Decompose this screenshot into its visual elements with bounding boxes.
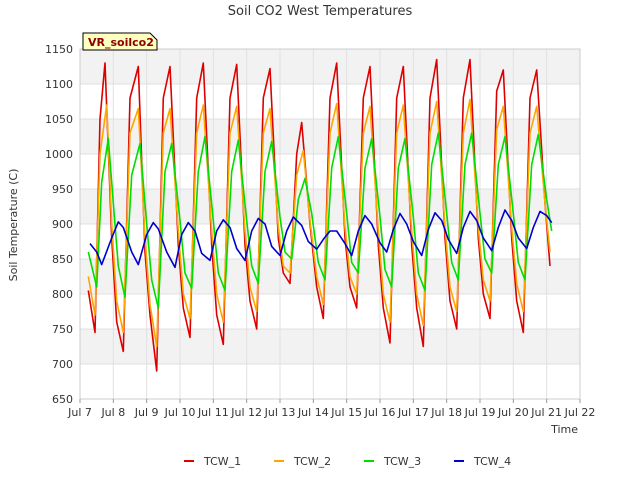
- legend-label-tcw_3: TCW_3: [383, 455, 421, 468]
- y-tick-label: 850: [52, 253, 73, 266]
- plot-band: [80, 259, 580, 294]
- x-tick-label: Jul 18: [430, 406, 462, 419]
- x-tick-label: Jul 12: [230, 406, 262, 419]
- site-tag-label: VR_soilco2: [88, 36, 154, 49]
- legend-label-tcw_4: TCW_4: [473, 455, 511, 468]
- x-axis-ticks: Jul 7 Jul 8 Jul 9 Jul 10 Jul 11 Jul 12 Jul 13 J…: [67, 399, 595, 419]
- series-line-tcw_3: [87, 132, 553, 309]
- y-tick-label: 1150: [45, 43, 73, 56]
- series-line-tcw_4: [89, 209, 553, 269]
- x-tick-label: Jul 7: [67, 406, 92, 419]
- plot-band: [80, 49, 580, 84]
- legend-label-tcw_2: TCW_2: [293, 455, 331, 468]
- site-tag: VR_soilco2: [82, 32, 158, 51]
- legend: TCW_1 TCW_2 TCW_3 TCW_4: [184, 455, 511, 468]
- x-tick-label: Jul 10: [164, 406, 196, 419]
- y-tick-label: 700: [52, 358, 73, 371]
- x-tick-label: Jul 17: [397, 406, 429, 419]
- plot-band: [80, 224, 580, 259]
- x-tick-label: Jul 15: [330, 406, 362, 419]
- y-tick-label: 800: [52, 288, 73, 301]
- y-tick-label: 1100: [45, 78, 73, 91]
- plot-band: [80, 364, 580, 399]
- x-tick-label: Jul 19: [464, 406, 496, 419]
- x-tick-label: Jul 16: [364, 406, 396, 419]
- plot-band: [80, 294, 580, 329]
- y-tick-label: 900: [52, 218, 73, 231]
- y-tick-label: 750: [52, 323, 73, 336]
- site-tag-box: [82, 32, 158, 51]
- x-tick-label: Jul 11: [197, 406, 229, 419]
- x-axis-label: Time: [550, 423, 578, 436]
- y-tick-label: 650: [52, 393, 73, 406]
- chart-title: Soil CO2 West Temperatures: [228, 4, 413, 19]
- y-tick-label: 1050: [45, 113, 73, 126]
- x-tick-label: Jul 8: [100, 406, 125, 419]
- plot-frame: [79, 48, 581, 400]
- y-tick-label: 950: [52, 183, 73, 196]
- x-tick-label: Jul 9: [134, 406, 159, 419]
- series-lines: [87, 58, 553, 372]
- plot-band: [80, 329, 580, 364]
- legend-label-tcw_1: TCW_1: [203, 455, 241, 468]
- x-tick-label: Jul 13: [264, 406, 296, 419]
- y-tick-label: 1000: [45, 148, 73, 161]
- y-axis-label: Soil Temperature (C): [7, 169, 20, 282]
- y-axis-ticks: 650 700 750 800 850 900 950 1000 1050 1100 1150: [45, 43, 73, 406]
- x-tick-label: Jul 20: [497, 406, 529, 419]
- x-tick-label: Jul 22: [564, 406, 596, 419]
- x-tick-label: Jul 21: [530, 406, 562, 419]
- x-tick-label: Jul 14: [297, 406, 329, 419]
